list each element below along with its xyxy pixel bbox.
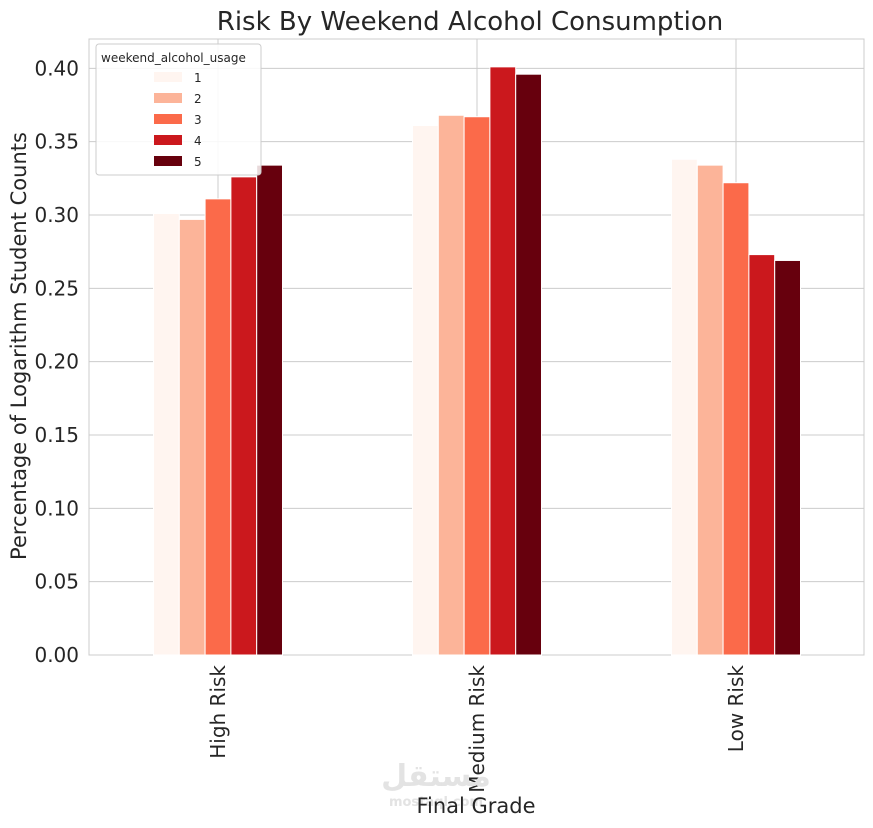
x-tick-label: High Risk xyxy=(206,665,230,759)
legend-swatch-4 xyxy=(154,135,182,145)
bar-3-medium-risk xyxy=(463,116,491,656)
legend-label-3: 3 xyxy=(194,113,202,127)
legend-label-1: 1 xyxy=(194,71,202,85)
legend-swatch-3 xyxy=(154,114,182,124)
legend-swatch-2 xyxy=(154,93,182,103)
y-tick-label: 0.35 xyxy=(34,130,79,154)
legend-swatch-1 xyxy=(154,72,182,82)
legend-swatch-5 xyxy=(154,156,182,166)
x-tick-label: Low Risk xyxy=(724,665,748,753)
y-axis-label: Percentage of Logarithm Student Counts xyxy=(7,132,31,560)
bars xyxy=(153,66,802,656)
bar-4-medium-risk xyxy=(489,66,517,656)
watermark-logo-text: مستقل xyxy=(381,759,491,794)
bar-5-low-risk xyxy=(774,259,802,656)
x-axis-ticks: High Risk Medium Risk Low Risk xyxy=(206,665,748,793)
bar-2-medium-risk xyxy=(437,114,465,656)
legend-label-4: 4 xyxy=(194,134,202,148)
bar-4-low-risk xyxy=(748,254,776,656)
legend-label-5: 5 xyxy=(194,155,202,169)
y-tick-label: 0.40 xyxy=(34,56,79,80)
y-tick-label: 0.05 xyxy=(34,570,79,594)
bar-1-medium-risk xyxy=(412,125,439,656)
y-tick-label: 0.15 xyxy=(34,423,79,447)
legend-box xyxy=(95,43,262,176)
legend-title: weekend_alcohol_usage xyxy=(101,51,246,65)
y-tick-label: 0.10 xyxy=(34,496,79,520)
bar-2-high-risk xyxy=(178,218,206,656)
y-tick-label: 0.25 xyxy=(34,276,79,300)
x-tick-label: Medium Risk xyxy=(465,665,489,793)
bar-5-medium-risk xyxy=(515,73,543,656)
chart-title: Risk By Weekend Alcohol Consumption xyxy=(217,7,723,37)
x-axis-label: Final Grade xyxy=(416,794,535,818)
legend-label-2: 2 xyxy=(194,92,202,106)
bar-1-low-risk xyxy=(671,158,698,656)
y-tick-label: 0.30 xyxy=(34,203,79,227)
watermark-subtext: mostaql.com xyxy=(389,795,483,810)
y-tick-label: 0.20 xyxy=(34,350,79,374)
bar-5-high-risk xyxy=(256,164,284,656)
y-axis-ticks: 0.00 0.05 0.10 0.15 0.20 0.25 0.30 0.35 0.40 xyxy=(34,56,79,667)
bar-1-high-risk xyxy=(153,213,180,656)
bar-2-low-risk xyxy=(696,164,724,656)
y-tick-label: 0.00 xyxy=(34,643,79,667)
watermark: مستقل mostaql.com xyxy=(381,759,491,810)
bar-4-high-risk xyxy=(230,176,258,656)
legend: weekend_alcohol_usage 1 2 3 4 5 xyxy=(95,43,262,176)
bar-3-high-risk xyxy=(204,198,232,656)
bar-3-low-risk xyxy=(722,182,750,656)
